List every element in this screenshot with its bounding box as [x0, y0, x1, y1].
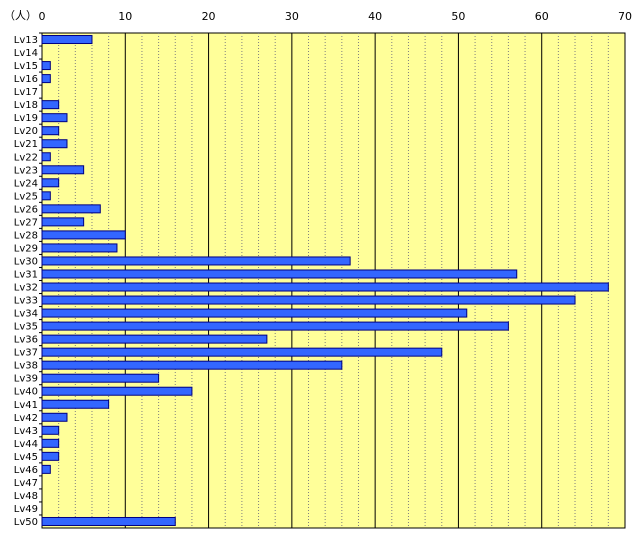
y-category-label: Lv50: [14, 517, 38, 528]
y-axis-categories: Lv13 Lv14 Lv15 Lv16 Lv17 Lv18 Lv19 Lv20 Lv21 Lv22…: [14, 32, 42, 528]
bar: [41, 360, 343, 370]
bar: [41, 230, 126, 240]
x-tick-label: 20: [202, 10, 216, 23]
y-category-label: Lv27: [14, 217, 38, 228]
y-category-label: Lv23: [14, 165, 38, 176]
bar: [41, 191, 51, 201]
y-category-label: Lv26: [14, 204, 38, 215]
y-category-label: Lv24: [14, 178, 38, 189]
bar: [41, 152, 51, 162]
y-category-label: Lv41: [14, 400, 38, 411]
bar: [41, 412, 68, 422]
bar: [41, 126, 60, 136]
y-category-label: Lv46: [14, 465, 38, 476]
y-category-label: Lv37: [14, 348, 38, 359]
bar: [41, 217, 85, 227]
bar: [41, 334, 268, 344]
bar: [41, 100, 60, 110]
x-tick-label: 10: [118, 10, 132, 23]
x-tick-label: 0: [39, 10, 46, 23]
y-category-label: Lv38: [14, 361, 38, 372]
y-category-label: Lv31: [14, 269, 38, 280]
bar: [41, 295, 576, 305]
y-category-label: Lv13: [14, 35, 38, 46]
bar: [41, 256, 351, 266]
bar: [41, 464, 51, 474]
bar: [41, 516, 176, 526]
y-category-label: Lv34: [14, 309, 38, 320]
bar: [41, 74, 51, 84]
bar: [41, 308, 468, 318]
y-category-label: Lv47: [14, 478, 38, 489]
y-category-label: Lv33: [14, 296, 38, 307]
y-category-label: Lv14: [14, 48, 38, 59]
bar: [41, 373, 160, 383]
y-category-label: Lv35: [14, 322, 38, 333]
y-category-label: Lv39: [14, 374, 38, 385]
x-tick-label: 50: [451, 10, 465, 23]
bar: [41, 113, 68, 123]
unit-label: （人）: [4, 9, 37, 22]
y-category-label: Lv18: [14, 100, 38, 111]
y-category-label: Lv25: [14, 191, 38, 202]
y-category-label: Lv17: [14, 87, 38, 98]
y-category-label: Lv43: [14, 426, 38, 437]
bar: [41, 178, 60, 188]
y-category-label: Lv45: [14, 452, 38, 463]
x-tick-label: 30: [285, 10, 299, 23]
bar: [41, 243, 118, 253]
x-tick-label: 40: [368, 10, 382, 23]
bar: [41, 269, 518, 279]
y-category-label: Lv29: [14, 243, 38, 254]
x-tick-label: 70: [618, 10, 632, 23]
y-category-label: Lv48: [14, 491, 38, 502]
bar: [41, 165, 85, 175]
y-category-label: Lv21: [14, 139, 38, 150]
bar: [41, 321, 509, 331]
y-category-label: Lv22: [14, 152, 38, 163]
bar: [41, 61, 51, 71]
y-category-label: Lv44: [14, 439, 38, 450]
y-category-label: Lv28: [14, 230, 38, 241]
x-tick-label: 60: [535, 10, 549, 23]
plot-area: [41, 32, 626, 529]
y-category-label: Lv32: [14, 283, 38, 294]
bar: [41, 438, 60, 448]
bar: [41, 347, 443, 357]
y-category-label: Lv20: [14, 126, 38, 137]
y-category-label: Lv19: [14, 113, 38, 124]
y-category-label: Lv49: [14, 504, 38, 515]
y-category-label: Lv30: [14, 256, 38, 267]
bar: [41, 399, 110, 409]
y-category-label: Lv42: [14, 413, 38, 424]
y-category-label: Lv15: [14, 61, 38, 72]
bar-series: [41, 35, 609, 526]
major-grid: [124, 33, 543, 528]
y-category-label: Lv36: [14, 335, 38, 346]
y-category-label: Lv40: [14, 387, 38, 398]
x-axis-ticks: 0 10 20 30 40 50 60 70: [39, 10, 633, 23]
bar: [41, 35, 93, 45]
y-category-label: Lv16: [14, 74, 38, 85]
bar: [41, 282, 609, 292]
bar: [41, 425, 60, 435]
bar: [41, 139, 68, 149]
bar: [41, 204, 101, 214]
bar: [41, 386, 193, 396]
bar: [41, 451, 60, 461]
